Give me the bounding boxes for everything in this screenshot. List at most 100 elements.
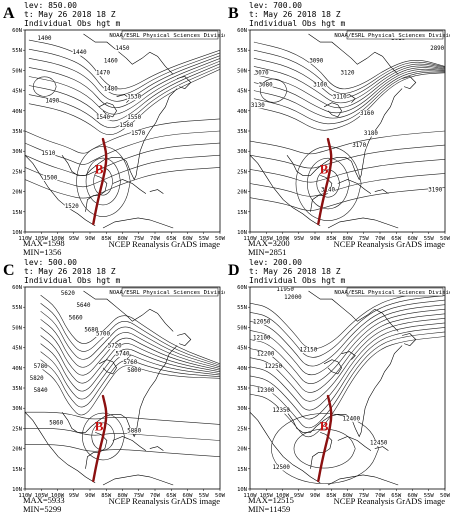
y-tick-label: 40N [12,109,22,115]
x-tick-label: 50W [440,236,450,242]
height-contour [250,144,445,169]
height-contour [82,412,125,461]
y-tick-label: 35N [12,386,22,392]
x-tick-label: 105W [260,236,274,242]
y-tick-label: 15N [237,210,247,216]
contour-label-bg [332,94,347,101]
contour-label: 5660 [69,315,83,321]
x-tick-label: 90W [310,236,321,242]
y-tick-label: 10N [237,487,247,493]
contour-label-bg [103,86,118,93]
contour-label: 1490 [45,99,59,105]
height-contour [40,359,220,408]
credit-text: NOAA/ESRL Physical Sciences Division [109,33,225,39]
contour-label: 5800 [127,368,141,374]
y-tick-label: 50N [237,68,247,74]
contour-label: 3160 [360,111,374,117]
height-contour [25,118,220,154]
y-tick-label: 60N [237,285,247,291]
coastline [102,474,174,486]
storm-marker: B [95,161,104,176]
y-tick-label: 15N [12,210,22,216]
coastline [310,432,333,469]
storm-track [92,137,108,226]
x-tick-label: 110W [18,236,32,242]
x-tick-label: 70W [150,493,161,499]
contour-label-bg [29,375,44,382]
y-tick-label: 10N [12,230,22,236]
x-tick-label: 95W [294,493,305,499]
contour-label: 12350 [272,408,290,414]
coastline [374,446,389,451]
x-tick-label: 85W [101,236,112,242]
coastline [25,411,96,484]
contour-label-bg [258,351,273,358]
x-tick-label: 105W [260,493,274,499]
x-tick-label: 75W [359,236,370,242]
height-contour [40,310,220,368]
y-tick-label: 25N [12,169,22,175]
contour-label: 12250 [265,364,283,370]
contour-label-bg [285,294,300,301]
source-label: NCEP Reanalysis GrADS image [334,239,446,249]
source-label: NCEP Reanalysis GrADS image [334,496,446,506]
contour-label-bg [250,102,265,109]
variable-label: Individual Obs hgt m [249,276,346,285]
x-tick-label: 65W [391,236,402,242]
x-tick-label: 60W [408,236,419,242]
contour-label: 5720 [108,344,122,350]
height-contour [250,173,445,197]
storm-track [317,394,333,483]
contour-label-bg [363,130,378,137]
contour-label: 1500 [43,175,57,181]
time-label: t: May 26 2018 18 Z [249,10,341,19]
y-tick-label: 55N [12,305,22,311]
coastline [374,189,389,194]
contour-label-bg [96,114,110,121]
height-contour [250,159,445,183]
y-tick-label: 60N [237,28,247,34]
contour-label: 1510 [41,151,55,157]
height-contour [25,142,220,176]
credit-box [346,30,444,40]
coastline [341,351,356,360]
x-tick-label: 85W [326,493,337,499]
x-tick-label: 55W [199,236,210,242]
height-contour [28,63,220,122]
height-contour [250,130,445,155]
x-tick-label: 90W [85,493,96,499]
coastline [83,290,174,332]
height-contour [28,69,220,135]
coastline [25,154,96,227]
coastline [337,436,372,451]
x-tick-label: 60W [408,493,419,499]
x-tick-label: 75W [359,493,370,499]
height-contour [253,72,445,131]
contour-label: 5860 [49,420,63,426]
contour-label: 5640 [77,303,91,309]
contour-label: 5760 [123,360,137,366]
contour-label-bg [96,69,110,76]
contour-label: 3180 [364,131,378,137]
y-tick-label: 10N [12,487,22,493]
source-label: NCEP Reanalysis GrADS image [109,496,221,506]
y-tick-label: 50N [237,325,247,331]
height-contour [40,327,220,376]
panel-letter: B [228,5,239,22]
credit-text: NOAA/ESRL Physical Sciences Division [109,290,225,296]
y-tick-label: 25N [237,426,247,432]
credit-text: NOAA/ESRL Physical Sciences Division [334,33,450,39]
height-contour [28,66,220,129]
x-tick-label: 100W [51,493,65,499]
y-tick-label: 10N [237,230,247,236]
contour-label: 5820 [30,376,44,382]
min-value: MIN=1356 [23,247,61,257]
y-tick-label: 55N [237,48,247,54]
height-contour [253,65,445,104]
coastline [308,290,399,332]
x-tick-label: 110W [243,236,257,242]
